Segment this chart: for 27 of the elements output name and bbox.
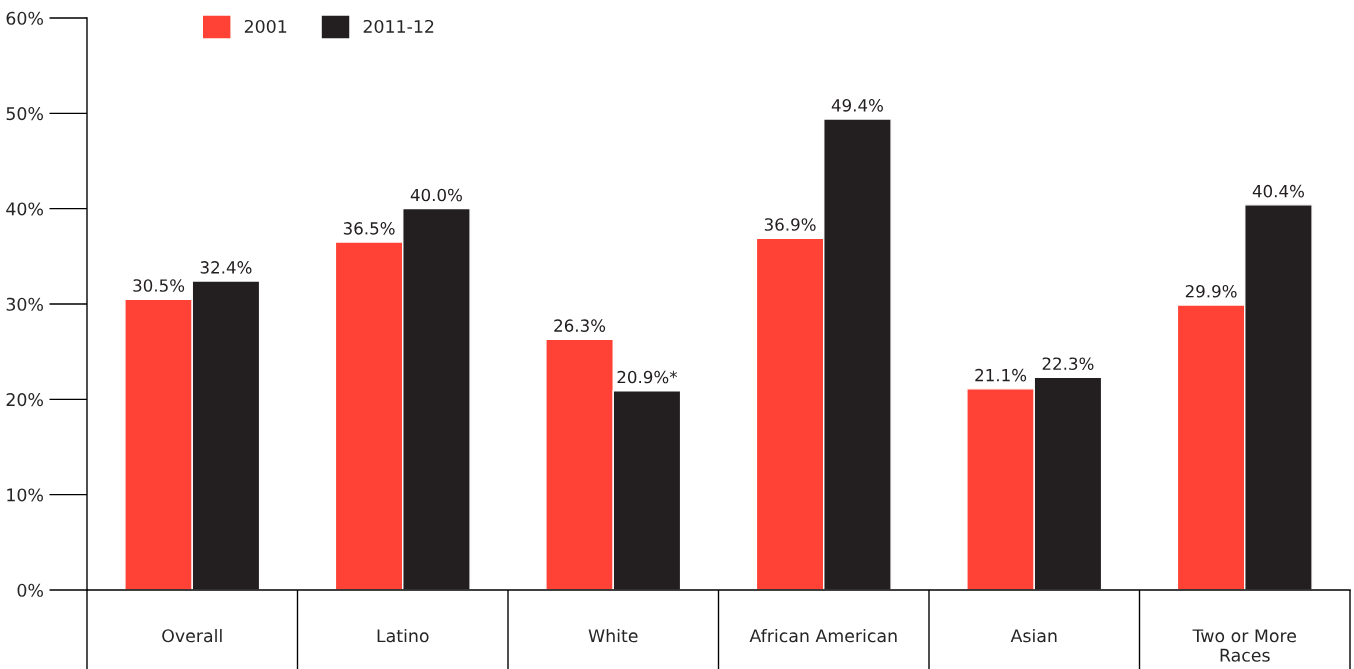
data-label: 29.9% [1185,284,1237,298]
x-tick-label: White [588,628,638,643]
data-label: 40.0% [410,188,462,202]
data-label: 49.4% [831,99,883,112]
y-tick-label: 10% [7,488,43,502]
x-tick-label: Overall [162,628,222,643]
y-tick-label: 50% [6,107,43,121]
data-label: 36.9% [764,218,816,231]
y-tick-label: 0% [17,583,43,597]
legend-label: 2001 [244,19,287,34]
data-label: 20.9%* [617,370,678,384]
y-tick-label: 20% [6,393,43,407]
y-tick-label: 40% [6,202,43,216]
data-label: 22.3% [1042,357,1094,371]
data-label: 36.5% [343,222,395,235]
y-tick-label: 30% [6,297,43,311]
y-tick-label: 60% [6,11,43,25]
data-label: 32.4% [200,261,252,274]
x-tick-label: Latino [377,628,429,643]
data-label: 30.5% [133,279,185,292]
data-label: 26.3% [554,319,606,332]
data-label: 40.4% [1252,184,1304,198]
legend-label: 2011-12 [363,19,434,34]
x-tick-label: Asian [1010,628,1057,643]
x-tick-label: Two or More Races [1192,629,1297,662]
data-label: 21.1% [975,368,1027,382]
x-tick-label: African American [749,628,897,643]
